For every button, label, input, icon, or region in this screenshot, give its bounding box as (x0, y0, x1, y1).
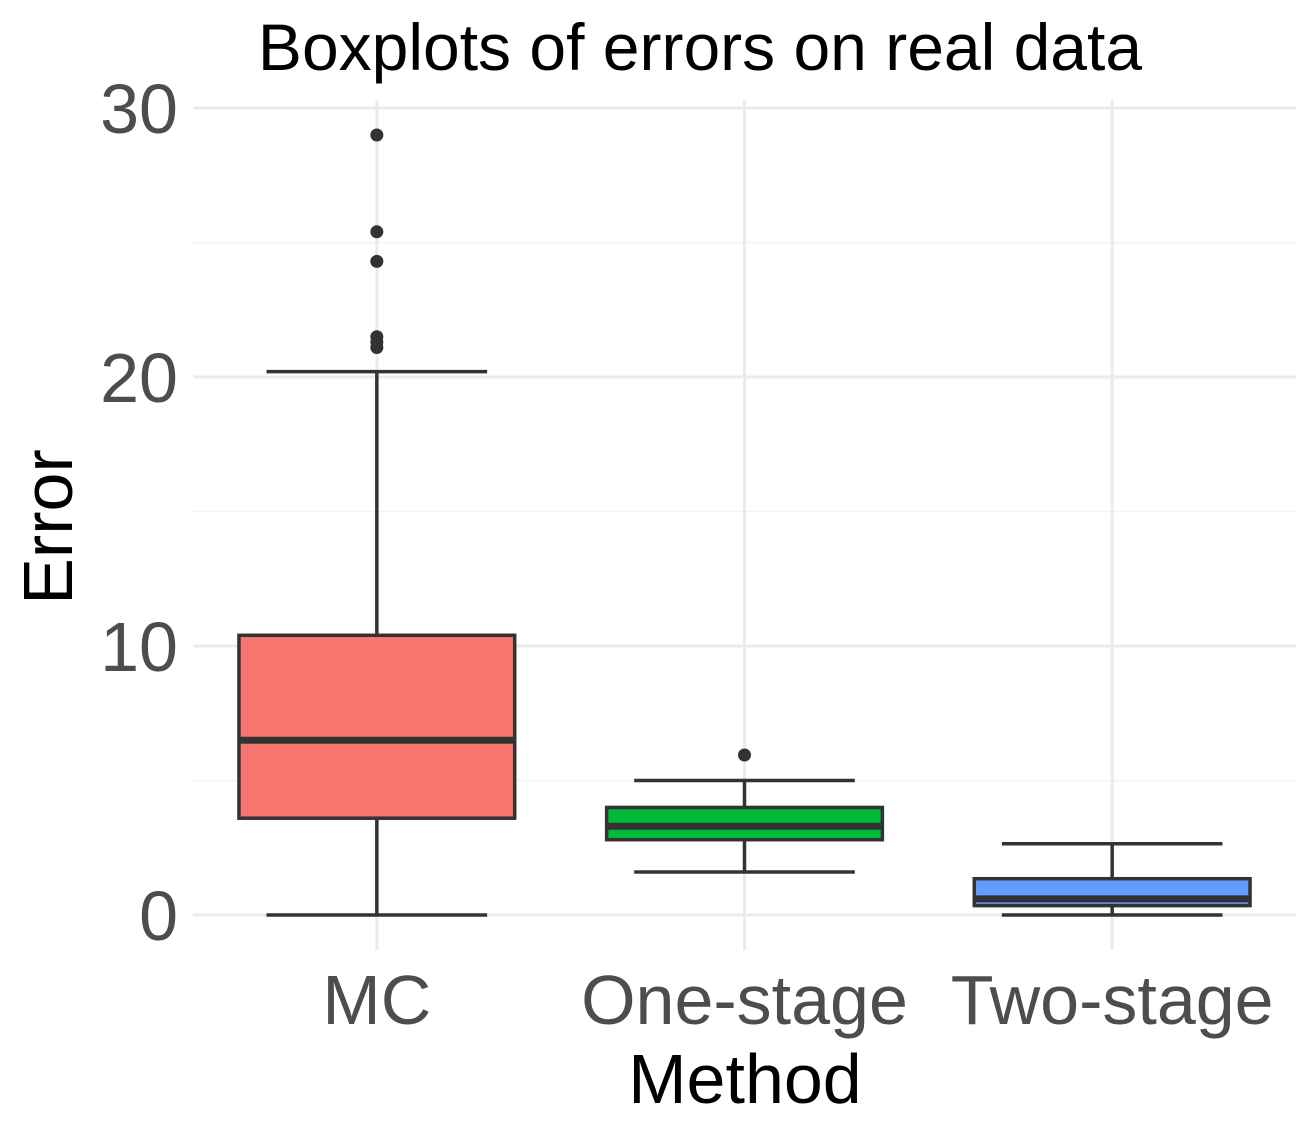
chart-title: Boxplots of errors on real data (258, 10, 1142, 84)
x-tick-label: Two-stage (951, 961, 1274, 1039)
box-group (237, 128, 517, 917)
y-tick-label: 10 (100, 608, 178, 686)
y-tick-label: 30 (100, 70, 178, 148)
y-tick-label: 0 (139, 877, 178, 955)
box-layer (237, 128, 1252, 917)
outlier-point (370, 128, 384, 142)
box-iqr (237, 633, 517, 820)
box-group (972, 842, 1252, 917)
box-group (604, 748, 885, 874)
outlier-point (370, 225, 384, 239)
x-tick-label: One-stage (581, 961, 908, 1039)
tick-layer: 0 10 20 30 MC One-stage Two-stage (100, 70, 1274, 1039)
y-tick-label: 20 (100, 339, 178, 417)
outlier-point (370, 330, 384, 344)
x-tick-label: MC (322, 961, 431, 1039)
outlier-point (738, 748, 751, 762)
x-axis-title: Method (628, 1040, 861, 1118)
y-axis-title: Error (9, 449, 87, 605)
outlier-point (370, 254, 384, 268)
